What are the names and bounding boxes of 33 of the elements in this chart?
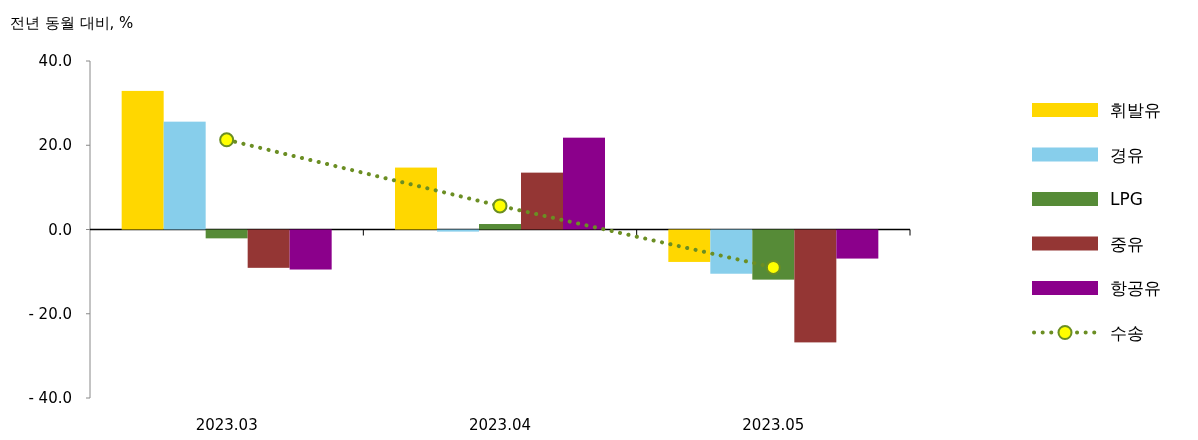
bar xyxy=(205,229,248,239)
y-tick-label: - 40.0 xyxy=(28,389,72,407)
x-tick-label: 2023.05 xyxy=(742,416,805,434)
bar xyxy=(710,229,753,274)
point xyxy=(492,198,508,214)
bar xyxy=(521,172,563,230)
bar xyxy=(395,167,437,230)
bar xyxy=(752,229,795,280)
bar xyxy=(437,229,479,232)
x-tick-label: 2023.03 xyxy=(195,416,258,434)
legend-label: 수송 xyxy=(1110,322,1144,343)
bar xyxy=(289,229,332,270)
bar xyxy=(836,229,879,259)
bar xyxy=(479,224,521,230)
bar xyxy=(563,137,605,230)
legend-label: 휘발유 xyxy=(1110,100,1161,120)
legend-label: 중유 xyxy=(1110,233,1144,254)
point xyxy=(219,132,235,148)
y-axis-title: 전년 동월 대비, % xyxy=(10,14,134,32)
y-tick-label: 40.0 xyxy=(38,52,72,70)
x-tick-label: 2023.04 xyxy=(468,416,532,434)
y-tick-label: 20.0 xyxy=(38,136,72,155)
legend-label: LPG xyxy=(1110,189,1143,209)
point xyxy=(765,259,781,275)
bar xyxy=(163,121,206,230)
bar xyxy=(247,229,290,268)
y-tick-label: - 20.0 xyxy=(28,304,72,323)
legend-label: 경유 xyxy=(1110,144,1144,165)
bar xyxy=(121,90,164,230)
bar xyxy=(794,229,837,343)
y-tick-label: 0.0 xyxy=(48,220,72,239)
legend-label: 항공유 xyxy=(1110,278,1161,298)
bar xyxy=(668,229,711,262)
